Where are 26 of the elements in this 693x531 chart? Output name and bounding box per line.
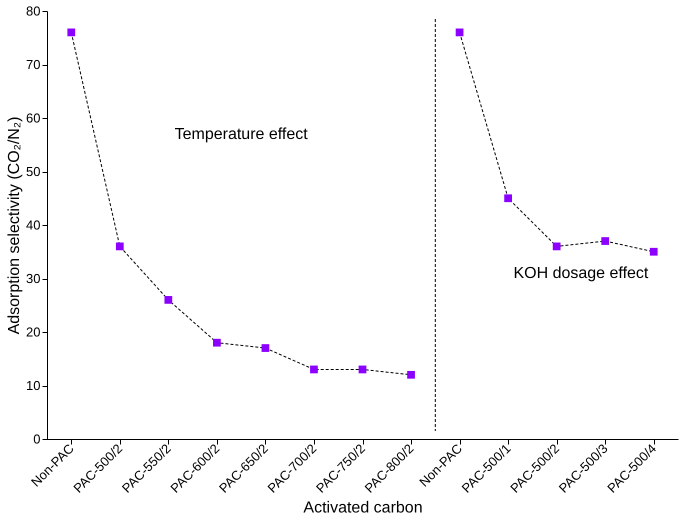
annotation: Temperature effect	[174, 126, 308, 144]
y-tick-label: 40	[26, 218, 40, 232]
point	[262, 344, 270, 352]
point	[116, 242, 124, 250]
point	[601, 237, 610, 245]
y-tick-label: 60	[26, 110, 40, 126]
point	[310, 366, 318, 374]
y-tick-label: 30	[26, 271, 40, 286]
x-axis-title: Activated carbon	[303, 500, 423, 517]
point	[407, 370, 415, 379]
y-tick-label: 0	[33, 432, 40, 446]
point	[67, 28, 76, 36]
y-tick-label: 70	[26, 57, 40, 72]
y-tick-label: 10	[26, 378, 40, 393]
point	[164, 296, 172, 304]
point	[358, 366, 366, 374]
point	[504, 194, 512, 202]
y-tick-label: 20	[26, 324, 40, 340]
point	[456, 28, 464, 36]
point	[552, 242, 561, 250]
y-axis-title: Adsorption selectivity (CO₂/N₂)	[6, 116, 24, 334]
y-tick-label: 80	[26, 4, 40, 18]
point	[213, 338, 221, 347]
y-tick-label: 50	[26, 164, 40, 179]
point	[650, 248, 658, 256]
annotation: KOH dosage effect	[513, 265, 649, 282]
